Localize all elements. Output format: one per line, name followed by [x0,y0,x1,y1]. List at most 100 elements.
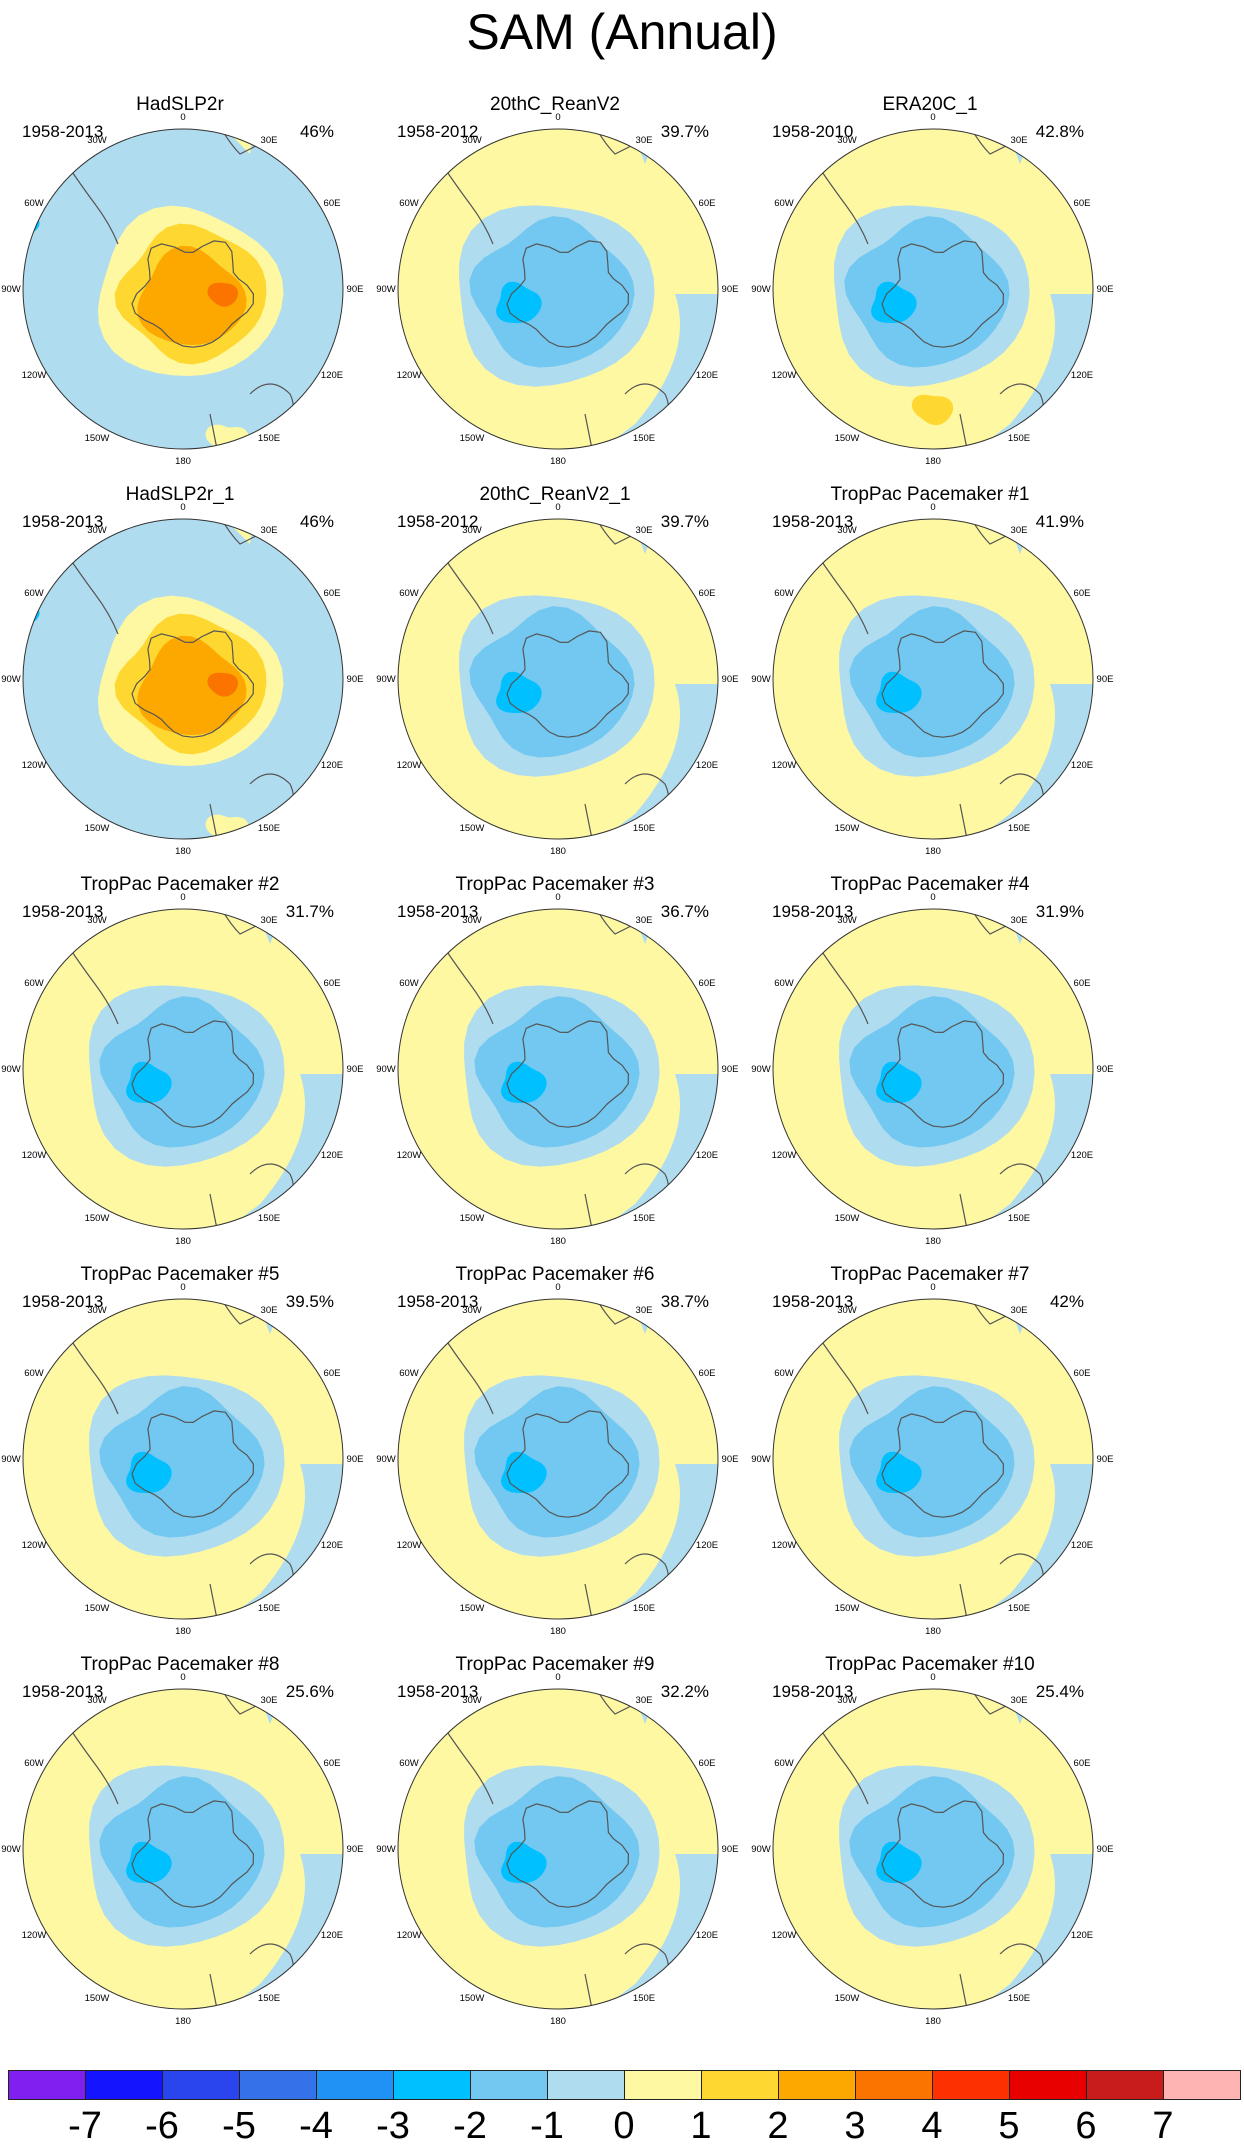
longitude-label: 150E [633,823,655,834]
longitude-label: 150E [633,433,655,444]
longitude-label: 120W [772,370,797,381]
colorbar-swatch [1086,2070,1164,2100]
longitude-label: 180 [175,2016,191,2027]
panel-years: 1958-2013 [772,1682,854,1701]
map-border [22,908,344,1230]
colorbar-swatch [1009,2070,1087,2100]
panel-title: TropPac Pacemaker #6 [455,1264,655,1285]
map-border [772,1298,1094,1620]
coastline [506,630,630,738]
panel-years: 1958-2013 [22,512,104,531]
colorbar-swatch [85,2070,163,2100]
longitude-label: 60E [1074,588,1091,599]
longitude-label: 150W [835,433,860,444]
field-negative-2 [99,1386,265,1538]
longitude-label: 120W [22,1150,47,1161]
longitude-label: 60E [324,978,341,989]
map-panel: TropPac Pacemaker #4 1958-2013 31.9% 0 30E 60… [750,874,1113,1254]
longitude-label: 30E [636,135,653,146]
map-panel: HadSLP2r 1958-2013 46% 0 30E 60E 90E 120E 150E 18… [0,94,363,474]
panel-title: ERA20C_1 [882,94,978,115]
map-border [22,1688,344,2010]
longitude-label: 60E [324,588,341,599]
longitude-label: 90E [347,284,364,295]
field-positive-4 [207,672,239,697]
map-border [772,128,1094,450]
longitude-label: 150E [1008,1603,1030,1614]
field-negative-3 [876,1841,922,1883]
longitude-label: 150E [1008,823,1030,834]
colorbar-tick-label: 3 [844,2105,866,2147]
map-panel: TropPac Pacemaker #7 1958-2013 42% 0 30E 60E 9… [750,1264,1113,1644]
panel-variance-percent: 46% [299,122,334,141]
longitude-label: 90E [347,1454,364,1465]
longitude-label: 180 [550,2016,566,2027]
longitude-label: 120E [696,1150,718,1161]
longitude-label: 60W [774,1368,794,1379]
longitude-label: 120W [22,1930,47,1941]
colorbar-tick-label: 0 [613,2105,635,2147]
longitude-label: 180 [550,1236,566,1247]
panel-variance-percent: 39.7% [660,512,709,531]
panel-variance-percent: 32.2% [660,1682,709,1701]
longitude-label: 60W [24,978,44,989]
longitude-label: 120E [321,1930,343,1941]
polar-map: 0 30E 60E 90E 120E 150E 180 150W 120W 90W 60W 30W [1,892,363,1247]
longitude-label: 60W [399,588,419,599]
colorbar-swatch [701,2070,779,2100]
longitude-label: 60E [1074,1368,1091,1379]
longitude-label: 60W [399,978,419,989]
longitude-label: 30E [1011,1695,1028,1706]
field-negative-3 [126,1451,172,1493]
panel-title: TropPac Pacemaker #3 [455,874,655,895]
panel-years: 1958-2012 [397,122,479,141]
longitude-label: 120E [696,1540,718,1551]
panel-title: TropPac Pacemaker #8 [80,1654,280,1675]
longitude-label: 60E [699,588,716,599]
field-negative-2 [849,606,1015,758]
longitude-label: 60W [399,1758,419,1769]
polar-map: 0 30E 60E 90E 120E 150E 180 150W 120W 90W 60W 30W [751,502,1113,857]
longitude-label: 30E [636,525,653,536]
map-border [397,1688,719,2010]
longitude-label: 30E [1011,525,1028,536]
longitude-label: 30W [837,915,857,926]
field-negative-2 [844,216,1010,368]
panel-variance-percent: 39.7% [660,122,709,141]
polar-map: 0 30E 60E 90E 120E 150E 180 150W 120W 90W 60W 30W [751,1282,1113,1637]
map-border [397,128,719,450]
longitude-label: 90E [347,1844,364,1855]
colorbar-tick-label: -5 [222,2105,256,2147]
panel-title: HadSLP2r [136,94,224,115]
field-positive-2 [911,394,954,426]
longitude-label: 90E [347,1064,364,1075]
panel-title: TropPac Pacemaker #10 [825,1654,1035,1675]
panel-years: 1958-2013 [772,512,854,531]
colorbar-tick-label: -7 [68,2105,102,2147]
panel-years: 1958-2013 [22,122,104,141]
longitude-label: 120E [1071,370,1093,381]
longitude-label: 90E [1097,284,1114,295]
longitude-label: 90W [1,1454,21,1465]
longitude-label: 120E [1071,760,1093,771]
field-positive-6 [205,424,249,449]
longitude-label: 120E [1071,1540,1093,1551]
longitude-label: 30E [1011,1305,1028,1316]
longitude-label: 90W [751,284,771,295]
panel-variance-percent: 42% [1049,1292,1084,1311]
longitude-label: 150E [258,823,280,834]
longitude-label: 90W [751,1454,771,1465]
colorbar-swatch [239,2070,317,2100]
longitude-label: 30E [261,915,278,926]
longitude-label: 0 [180,892,185,903]
field-negative-3 [876,1451,922,1493]
longitude-label: 180 [925,456,941,467]
map-panel: TropPac Pacemaker #6 1958-2013 38.7% 0 30E 60… [375,1264,738,1644]
polar-map: 0 30E 60E 90E 120E 150E 180 150W 120W 90W 60W 30W [376,892,738,1247]
longitude-label: 90E [1097,1454,1114,1465]
longitude-label: 120W [772,1930,797,1941]
longitude-label: 120W [22,370,47,381]
longitude-label: 30W [837,1695,857,1706]
longitude-label: 60W [24,1758,44,1769]
longitude-label: 60W [24,198,44,209]
